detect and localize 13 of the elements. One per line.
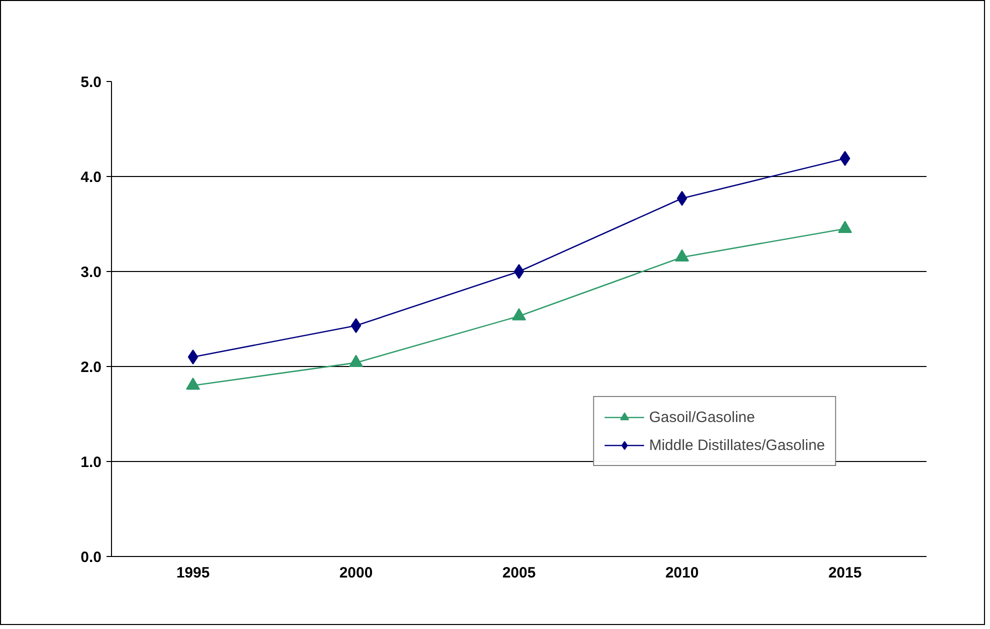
- y-tick-label: 2.0: [80, 359, 102, 376]
- legend-label: Middle Distillates/Gasoline: [649, 436, 825, 454]
- y-tick-label: 3.0: [80, 264, 102, 281]
- x-tick-label: 1995: [176, 564, 210, 582]
- y-tick-label: 1.0: [80, 454, 102, 471]
- x-tick-label: 2015: [828, 564, 862, 582]
- legend-label: Gasoil/Gasoline: [649, 408, 755, 426]
- y-tick-label: 4.0: [80, 169, 102, 186]
- x-tick-label: 2010: [665, 564, 699, 582]
- x-tick-label: 2005: [502, 564, 536, 582]
- x-tick-label: 2000: [339, 564, 373, 582]
- y-tick-label: 0.0: [80, 549, 102, 566]
- y-tick-label: 5.0: [80, 74, 102, 91]
